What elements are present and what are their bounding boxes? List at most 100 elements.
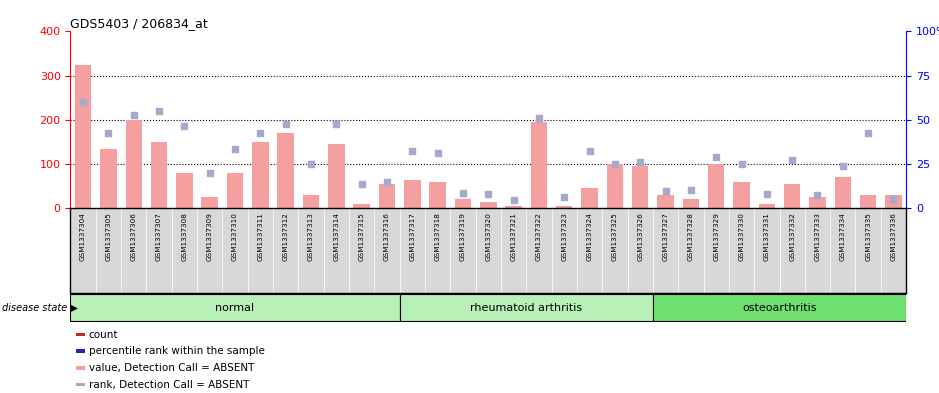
Bar	[809, 197, 825, 208]
Bar	[328, 144, 345, 208]
Bar	[653, 294, 906, 321]
Text: GSM1337334: GSM1337334	[839, 213, 846, 261]
Text: GSM1337332: GSM1337332	[789, 213, 795, 261]
Bar	[202, 197, 218, 208]
Text: GSM1337324: GSM1337324	[587, 213, 593, 261]
Bar	[126, 120, 142, 208]
Bar	[784, 184, 800, 208]
Text: GSM1337319: GSM1337319	[460, 213, 466, 261]
Text: osteoarthritis: osteoarthritis	[742, 303, 817, 312]
Text: GSM1337305: GSM1337305	[105, 213, 112, 261]
Text: disease state ▶: disease state ▶	[2, 303, 78, 312]
Point	[405, 148, 420, 154]
Point	[329, 121, 344, 127]
Point	[354, 181, 369, 187]
Text: value, Detection Call = ABSENT: value, Detection Call = ABSENT	[88, 363, 254, 373]
Point	[608, 161, 623, 167]
Text: GSM1337309: GSM1337309	[207, 213, 213, 261]
Text: GSM1337328: GSM1337328	[688, 213, 694, 261]
Bar	[75, 383, 85, 386]
Text: GSM1337308: GSM1337308	[181, 213, 188, 261]
Bar	[378, 184, 395, 208]
Text: GSM1337312: GSM1337312	[283, 213, 288, 261]
Bar	[480, 202, 497, 208]
Bar	[70, 294, 400, 321]
Text: GSM1337316: GSM1337316	[384, 213, 390, 261]
Bar	[632, 166, 649, 208]
Bar	[429, 182, 446, 208]
Point	[734, 161, 749, 167]
Point	[430, 150, 445, 156]
Point	[481, 191, 496, 197]
Bar	[353, 204, 370, 208]
Bar	[75, 349, 85, 353]
Bar	[885, 195, 901, 208]
Point	[709, 154, 724, 161]
Point	[658, 188, 673, 195]
Bar	[607, 164, 623, 208]
Text: rank, Detection Call = ABSENT: rank, Detection Call = ABSENT	[88, 380, 249, 389]
Text: GSM1337313: GSM1337313	[308, 213, 314, 261]
Bar	[75, 64, 91, 208]
Text: GSM1337304: GSM1337304	[80, 213, 86, 261]
Text: rheumatoid arthritis: rheumatoid arthritis	[470, 303, 582, 312]
Bar	[75, 366, 85, 370]
Text: GSM1337322: GSM1337322	[536, 213, 542, 261]
Text: GSM1337314: GSM1337314	[333, 213, 339, 261]
Bar	[657, 195, 674, 208]
Bar	[75, 333, 85, 336]
Text: GSM1337317: GSM1337317	[409, 213, 415, 261]
Point	[760, 191, 775, 197]
Text: percentile rank within the sample: percentile rank within the sample	[88, 346, 265, 356]
Bar	[505, 206, 522, 208]
Text: normal: normal	[215, 303, 254, 312]
Text: GSM1337330: GSM1337330	[739, 213, 745, 261]
Point	[455, 190, 470, 196]
Point	[75, 99, 90, 105]
Point	[557, 194, 572, 200]
Point	[633, 159, 648, 165]
Point	[278, 121, 293, 127]
Bar	[404, 180, 421, 208]
Text: GSM1337323: GSM1337323	[562, 213, 567, 261]
Bar	[277, 133, 294, 208]
Point	[810, 192, 825, 198]
Bar	[759, 204, 775, 208]
Point	[785, 156, 800, 163]
Point	[202, 170, 217, 176]
Point	[227, 145, 242, 152]
Point	[151, 108, 166, 114]
Bar	[531, 122, 547, 208]
Text: GSM1337331: GSM1337331	[763, 213, 770, 261]
Point	[126, 112, 141, 119]
Text: GSM1337310: GSM1337310	[232, 213, 238, 261]
Text: GSM1337321: GSM1337321	[511, 213, 516, 261]
Bar	[581, 188, 598, 208]
Text: GSM1337315: GSM1337315	[359, 213, 364, 261]
Point	[582, 148, 597, 154]
Point	[177, 123, 192, 130]
Text: GSM1337325: GSM1337325	[612, 213, 618, 261]
Text: GSM1337333: GSM1337333	[814, 213, 821, 261]
Point	[379, 178, 394, 185]
Text: GSM1337335: GSM1337335	[865, 213, 871, 261]
Text: GSM1337336: GSM1337336	[890, 213, 897, 261]
Point	[506, 197, 521, 204]
Bar	[177, 173, 192, 208]
Bar	[400, 294, 653, 321]
Bar	[733, 182, 749, 208]
Text: GSM1337306: GSM1337306	[131, 213, 137, 261]
Text: GSM1337327: GSM1337327	[663, 213, 669, 261]
Text: GSM1337326: GSM1337326	[638, 213, 643, 261]
Bar	[860, 195, 876, 208]
Bar	[100, 149, 116, 208]
Text: GSM1337329: GSM1337329	[714, 213, 719, 261]
Bar	[683, 200, 700, 208]
Point	[684, 187, 699, 193]
Bar	[708, 164, 724, 208]
Point	[886, 195, 901, 202]
Text: GSM1337311: GSM1337311	[257, 213, 263, 261]
Text: GSM1337318: GSM1337318	[435, 213, 440, 261]
Point	[100, 130, 115, 136]
Point	[861, 130, 876, 136]
